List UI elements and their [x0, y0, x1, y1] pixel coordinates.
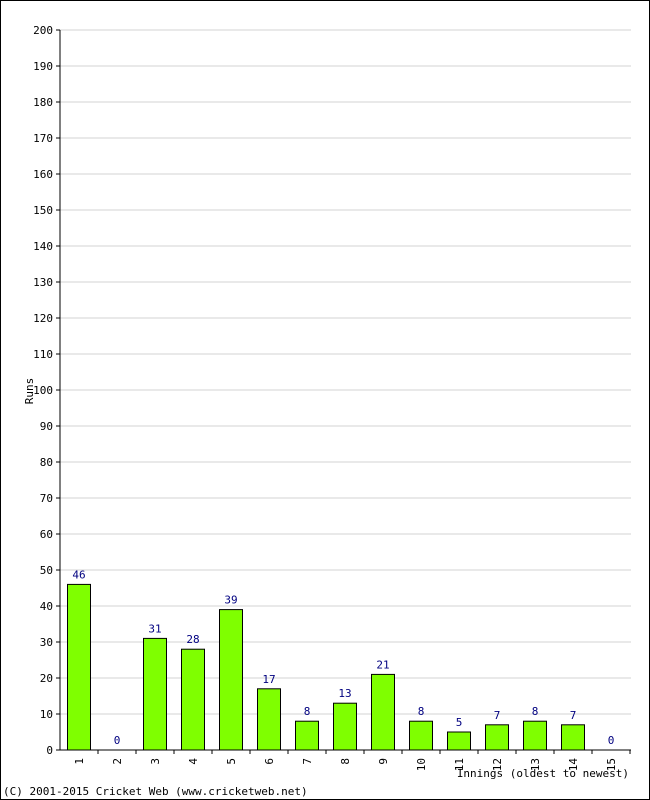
bar	[181, 648, 205, 751]
y-tick-label: 10	[40, 708, 53, 721]
data-label: 0	[114, 734, 121, 747]
y-tick-label: 40	[40, 600, 53, 613]
bar	[561, 724, 585, 751]
bar	[447, 731, 471, 751]
bars	[67, 583, 585, 751]
x-tick-label: 8	[339, 758, 352, 765]
axes	[56, 29, 631, 754]
data-label: 8	[532, 705, 539, 718]
y-tick-label: 90	[40, 420, 53, 433]
bar	[371, 673, 395, 751]
x-tick-label: 10	[415, 758, 428, 771]
y-tick-label: 140	[33, 240, 53, 253]
data-label: 17	[262, 673, 275, 686]
data-label: 28	[186, 633, 199, 646]
data-label: 5	[456, 716, 463, 729]
y-tick-label: 170	[33, 132, 53, 145]
x-tick-label: 3	[149, 758, 162, 765]
x-tick-label: 12	[491, 758, 504, 771]
y-tick-label: 200	[33, 24, 53, 37]
data-labels: 46 0 31 28 39 17 8 13 21 8 5 7 8 7 0	[72, 568, 614, 747]
y-tick-label: 0	[46, 744, 53, 757]
x-tick-label: 14	[567, 758, 580, 772]
y-tick-label: 80	[40, 456, 53, 469]
bar	[333, 702, 357, 751]
x-tick-label: 2	[111, 758, 124, 765]
x-axis-title: Innings (oldest to newest)	[457, 767, 629, 780]
y-tick-label: 30	[40, 636, 53, 649]
data-label: 7	[570, 709, 577, 722]
y-tick-label: 150	[33, 204, 53, 217]
copyright-footer: (C) 2001-2015 Cricket Web (www.cricketwe…	[3, 785, 308, 798]
bar	[485, 724, 509, 751]
x-tick-labels: 1 2 3 4 5 6 7 8 9 10 11 12 13 14 15	[73, 758, 618, 772]
y-tick-label: 60	[40, 528, 53, 541]
bar	[67, 583, 91, 751]
data-label: 46	[72, 568, 85, 581]
x-tick-label: 1	[73, 758, 86, 765]
y-tick-label: 120	[33, 312, 53, 325]
data-label: 7	[494, 709, 501, 722]
x-tick-label: 9	[377, 758, 390, 765]
data-label: 8	[304, 705, 311, 718]
data-label: 0	[608, 734, 615, 747]
y-tick-label: 160	[33, 168, 53, 181]
bar	[257, 688, 281, 751]
bar	[219, 609, 243, 751]
data-label: 39	[224, 594, 237, 607]
data-label: 21	[376, 658, 389, 671]
bar	[409, 720, 433, 751]
y-tick-label: 130	[33, 276, 53, 289]
x-tick-label: 15	[605, 758, 618, 771]
x-tick-label: 11	[453, 758, 466, 771]
y-tick-label: 110	[33, 348, 53, 361]
y-tick-label: 190	[33, 60, 53, 73]
y-tick-label: 20	[40, 672, 53, 685]
y-tick-label: 100	[33, 384, 53, 397]
bar	[295, 720, 319, 751]
x-tick-label: 13	[529, 758, 542, 771]
x-tick-label: 7	[301, 758, 314, 765]
y-tick-label: 50	[40, 564, 53, 577]
y-tick-labels: 0 10 20 30 40 50 60 70 80 90 100 110 120 130 140 150 160…	[33, 24, 53, 757]
y-tick-label: 70	[40, 492, 53, 505]
bar	[143, 637, 167, 751]
data-label: 8	[418, 705, 425, 718]
grid-lines	[60, 29, 631, 715]
data-label: 13	[338, 687, 351, 700]
y-axis-title: Runs	[23, 378, 36, 405]
y-tick-label: 180	[33, 96, 53, 109]
data-label: 31	[148, 622, 161, 635]
bar	[523, 720, 547, 751]
x-tick-label: 6	[263, 758, 276, 765]
x-tick-label: 5	[225, 758, 238, 765]
x-tick-label: 4	[187, 758, 200, 765]
